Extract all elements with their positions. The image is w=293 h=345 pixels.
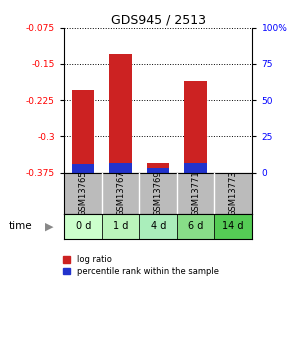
Text: ▶: ▶: [45, 221, 54, 231]
Bar: [72, 164, 94, 172]
Bar: [110, 54, 132, 172]
Legend: log ratio, percentile rank within the sample: log ratio, percentile rank within the sa…: [63, 256, 219, 276]
Text: GSM13765: GSM13765: [79, 170, 88, 216]
Text: 14 d: 14 d: [222, 221, 244, 231]
Bar: [185, 163, 207, 172]
Bar: [214, 214, 252, 239]
Text: GSM13773: GSM13773: [229, 170, 238, 216]
Bar: [102, 214, 139, 239]
Text: 6 d: 6 d: [188, 221, 203, 231]
Bar: [177, 214, 214, 239]
Bar: [147, 168, 169, 172]
Title: GDS945 / 2513: GDS945 / 2513: [111, 13, 206, 27]
Bar: [147, 163, 169, 172]
Bar: [185, 81, 207, 172]
Text: GSM13771: GSM13771: [191, 170, 200, 216]
Bar: [110, 163, 132, 172]
Text: 1 d: 1 d: [113, 221, 128, 231]
Text: GSM13767: GSM13767: [116, 170, 125, 216]
Text: time: time: [9, 221, 33, 231]
Bar: [64, 214, 102, 239]
Text: 0 d: 0 d: [76, 221, 91, 231]
Text: 4 d: 4 d: [151, 221, 166, 231]
Text: GSM13769: GSM13769: [154, 170, 163, 216]
Bar: [139, 214, 177, 239]
Bar: [72, 90, 94, 172]
